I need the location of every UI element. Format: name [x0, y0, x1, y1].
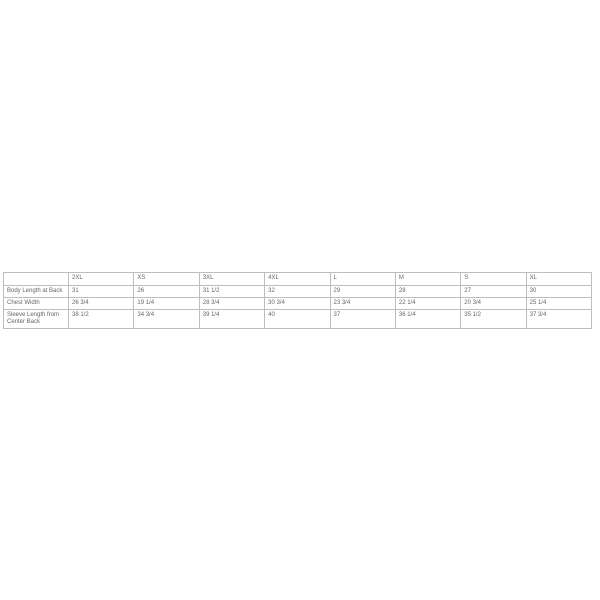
measurement-cell: 31 1/2 — [198, 285, 266, 298]
measurement-cell: 28 — [394, 285, 462, 298]
measurement-cell: 30 3/4 — [264, 297, 331, 310]
measurement-cell: 26 3/4 — [67, 297, 135, 310]
size-header: 3XL — [198, 272, 266, 286]
size-header: 2XL — [67, 272, 135, 286]
table-body: Body Length at Back 31 26 31 1/2 32 29 28 27 30 C… — [3, 285, 593, 329]
measurement-cell: 28 3/4 — [198, 297, 266, 310]
measurement-cell: 20 3/4 — [460, 297, 527, 310]
size-header: M — [394, 272, 462, 286]
measurement-cell: 23 3/4 — [329, 297, 396, 310]
measurement-row: Chest Width 26 3/4 19 1/4 28 3/4 30 3/4 23 3/… — [3, 297, 593, 310]
measurement-cell: 25 1/4 — [525, 297, 593, 310]
measurement-cell: 32 — [264, 285, 331, 298]
size-table: 2XL XS 3XL 4XL L M S XL Body Length at Back 31 26… — [3, 272, 593, 329]
measurement-cell: 37 3/4 — [525, 309, 593, 329]
measurement-cell: 39 1/4 — [198, 309, 266, 329]
row-label: Body Length at Back — [3, 285, 69, 298]
measurement-cell: 19 1/4 — [133, 297, 200, 310]
row-label: Sleeve Length from Center Back — [3, 309, 69, 329]
measurement-cell: 26 — [133, 285, 200, 298]
corner-cell — [3, 272, 69, 286]
measurement-cell: 22 1/4 — [394, 297, 462, 310]
measurement-cell: 36 1/4 — [394, 309, 462, 329]
header-row: 2XL XS 3XL 4XL L M S XL — [3, 272, 593, 286]
measurement-cell: 31 — [67, 285, 135, 298]
measurement-cell: 29 — [329, 285, 396, 298]
size-header: L — [329, 272, 396, 286]
measurement-cell: 27 — [460, 285, 527, 298]
size-header: XS — [133, 272, 200, 286]
measurement-cell: 35 1/2 — [460, 309, 527, 329]
size-header: S — [460, 272, 527, 286]
measurement-cell: 40 — [264, 309, 331, 329]
measurement-row: Sleeve Length from Center Back 38 1/2 34 3… — [3, 309, 593, 329]
measurement-cell: 30 — [525, 285, 593, 298]
measurement-row: Body Length at Back 31 26 31 1/2 32 29 28 27 30 — [3, 285, 593, 298]
measurement-cell: 38 1/2 — [67, 309, 135, 329]
measurement-cell: 34 3/4 — [133, 309, 200, 329]
row-label: Chest Width — [3, 297, 69, 310]
size-header: 4XL — [264, 272, 331, 286]
measurement-cell: 37 — [329, 309, 396, 329]
size-header: XL — [525, 272, 593, 286]
